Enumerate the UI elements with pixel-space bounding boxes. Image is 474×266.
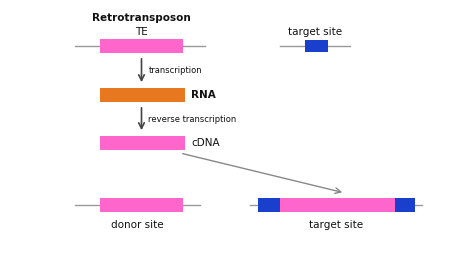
Bar: [395, 198, 415, 212]
Bar: [100, 136, 185, 150]
Bar: [100, 39, 183, 53]
Text: TE: TE: [135, 27, 148, 37]
Text: donor site: donor site: [111, 220, 164, 230]
Text: cDNA: cDNA: [191, 138, 219, 148]
Bar: [305, 40, 328, 52]
Text: Retrotransposon: Retrotransposon: [92, 13, 191, 23]
Text: target site: target site: [309, 220, 363, 230]
Text: reverse transcription: reverse transcription: [148, 114, 237, 123]
Bar: [280, 198, 395, 212]
Text: transcription: transcription: [148, 66, 202, 75]
Bar: [100, 88, 185, 102]
Text: RNA: RNA: [191, 90, 216, 100]
Bar: [258, 198, 280, 212]
Bar: [100, 198, 183, 212]
Text: target site: target site: [288, 27, 342, 37]
